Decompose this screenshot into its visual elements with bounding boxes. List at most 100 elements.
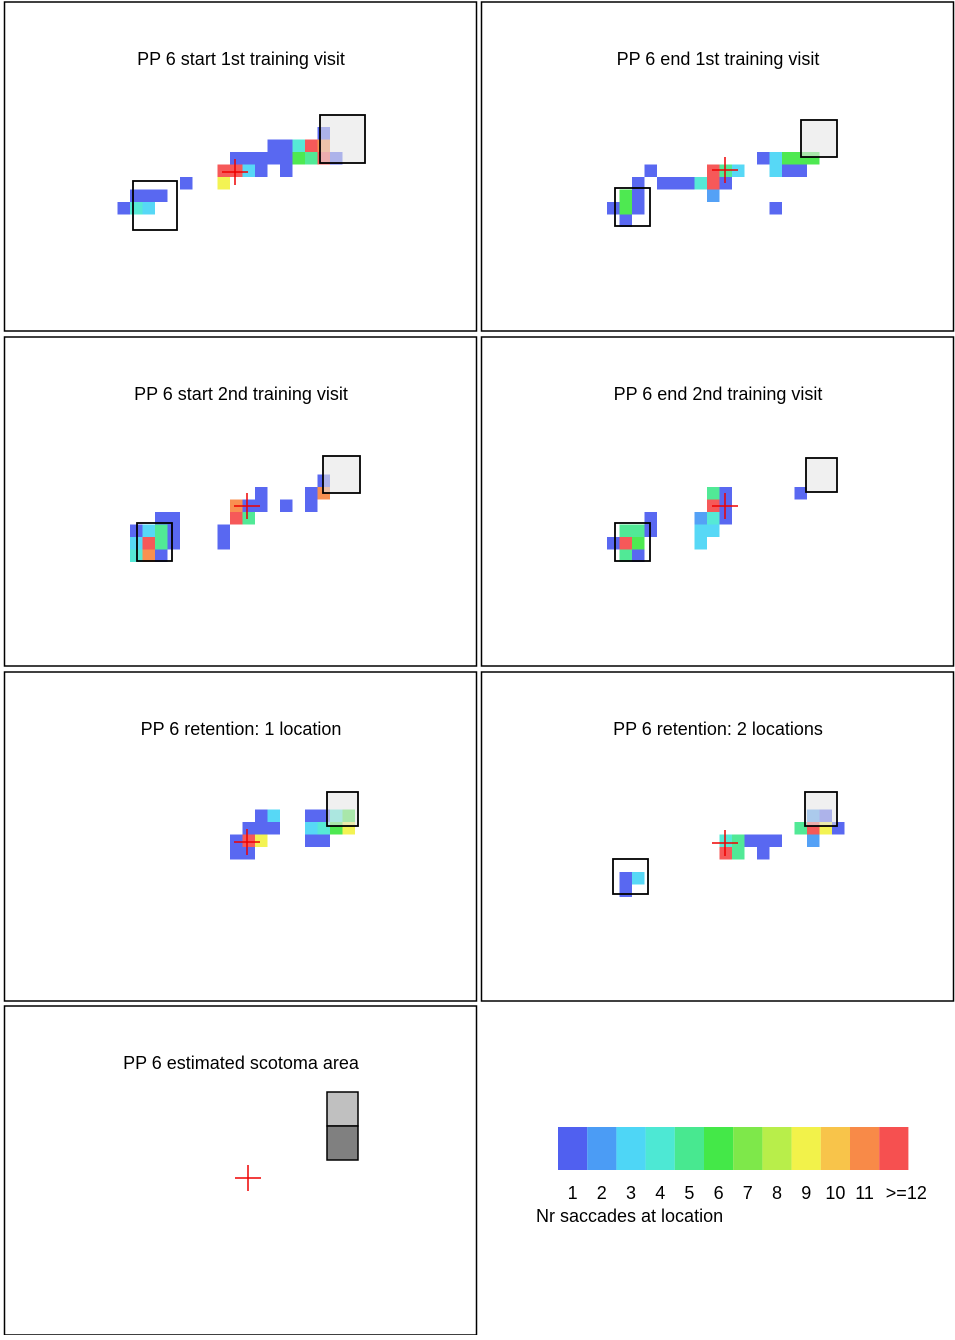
heat-cell xyxy=(644,164,657,177)
heat-cell xyxy=(669,177,682,190)
heat-cell xyxy=(317,834,330,847)
panel-title: PP 6 start 1st training visit xyxy=(137,49,345,69)
heat-cell xyxy=(794,487,807,500)
heat-cell xyxy=(155,524,168,537)
colorbar-swatch xyxy=(704,1127,734,1170)
colorbar-tick-label: 11 xyxy=(855,1183,874,1203)
heat-cell xyxy=(619,884,632,897)
colorbar-tick-label: 8 xyxy=(772,1183,782,1203)
colorbar-tick-label: 4 xyxy=(655,1183,665,1203)
heat-cell xyxy=(657,177,670,190)
heat-cell xyxy=(242,512,255,525)
heat-cell xyxy=(619,214,632,227)
colorbar-label: Nr saccades at location xyxy=(536,1206,723,1226)
heat-cell xyxy=(619,537,632,550)
heat-cell xyxy=(167,524,180,537)
heat-cell xyxy=(242,834,255,847)
heat-cell xyxy=(242,822,255,835)
panel-title: PP 6 estimated scotoma area xyxy=(123,1053,360,1073)
heat-cell xyxy=(280,139,293,152)
heat-cell xyxy=(155,512,168,525)
heat-cell xyxy=(142,537,155,550)
heat-cell xyxy=(230,164,243,177)
heat-cell xyxy=(607,202,620,215)
heat-cell xyxy=(117,202,130,215)
colorbar-tick-label: 1 xyxy=(568,1183,578,1203)
colorbar-tick-label: >=12 xyxy=(886,1183,927,1203)
heat-cell xyxy=(230,847,243,860)
colorbar-swatch xyxy=(674,1127,704,1170)
heat-cell xyxy=(130,189,143,202)
heat-cell xyxy=(782,152,795,165)
target-box xyxy=(322,455,361,494)
heat-cell xyxy=(707,487,720,500)
heat-cell xyxy=(155,189,168,202)
heat-cell xyxy=(632,202,645,215)
heat-cell xyxy=(267,139,280,152)
heat-cell xyxy=(619,524,632,537)
colorbar-swatch xyxy=(879,1127,909,1170)
panel-frame xyxy=(3,1005,478,1336)
colorbar-swatch xyxy=(558,1127,588,1170)
heat-cell xyxy=(769,152,782,165)
heat-cell xyxy=(142,189,155,202)
colorbar-swatch xyxy=(762,1127,792,1170)
target-box xyxy=(319,114,366,164)
heat-cell xyxy=(255,152,268,165)
heat-cell xyxy=(769,164,782,177)
heat-cell xyxy=(292,152,305,165)
heat-cell xyxy=(217,537,230,550)
heat-cell xyxy=(242,164,255,177)
target-box xyxy=(805,457,838,493)
target-box xyxy=(804,791,838,827)
heat-cell xyxy=(217,177,230,190)
heat-cell xyxy=(719,177,732,190)
heat-cell xyxy=(794,164,807,177)
heat-cell xyxy=(130,202,143,215)
colorbar-tick-label: 5 xyxy=(684,1183,694,1203)
heat-cell xyxy=(167,537,180,550)
heat-cell xyxy=(242,847,255,860)
heat-cell xyxy=(305,822,318,835)
target-box xyxy=(136,522,173,562)
heat-cell xyxy=(707,177,720,190)
heat-cell xyxy=(142,524,155,537)
heat-cell xyxy=(142,202,155,215)
heat-cell xyxy=(807,834,820,847)
panel-title: PP 6 end 2nd training visit xyxy=(614,384,823,404)
heat-cell xyxy=(632,524,645,537)
colorbar-tick-label: 6 xyxy=(714,1183,724,1203)
heat-cell xyxy=(707,189,720,202)
heat-cell xyxy=(230,512,243,525)
target-box xyxy=(612,858,649,895)
colorbar-swatch xyxy=(791,1127,821,1170)
heat-cell xyxy=(255,834,268,847)
heat-cell xyxy=(644,512,657,525)
heat-cell xyxy=(267,152,280,165)
heat-cell xyxy=(632,189,645,202)
heat-cell xyxy=(707,512,720,525)
heat-cell xyxy=(694,524,707,537)
heat-cell xyxy=(305,487,318,500)
heat-cell xyxy=(305,499,318,512)
heat-cell xyxy=(292,139,305,152)
heat-cell xyxy=(619,202,632,215)
heat-cell xyxy=(607,537,620,550)
heat-cell xyxy=(280,499,293,512)
target-box xyxy=(614,522,651,562)
heat-cell xyxy=(632,537,645,550)
heat-cell xyxy=(757,152,770,165)
heat-cell xyxy=(794,822,807,835)
heat-cell xyxy=(782,164,795,177)
heat-cell xyxy=(694,537,707,550)
target-box xyxy=(132,180,178,231)
target-box xyxy=(614,187,651,227)
heat-cell xyxy=(155,549,168,562)
heat-cell xyxy=(217,164,230,177)
colorbar-swatch xyxy=(850,1127,880,1170)
colorbar-swatch xyxy=(733,1127,763,1170)
heat-cell xyxy=(180,177,193,190)
colorbar-tick-label: 3 xyxy=(626,1183,636,1203)
heat-cell xyxy=(305,139,318,152)
heat-cell xyxy=(619,872,632,885)
